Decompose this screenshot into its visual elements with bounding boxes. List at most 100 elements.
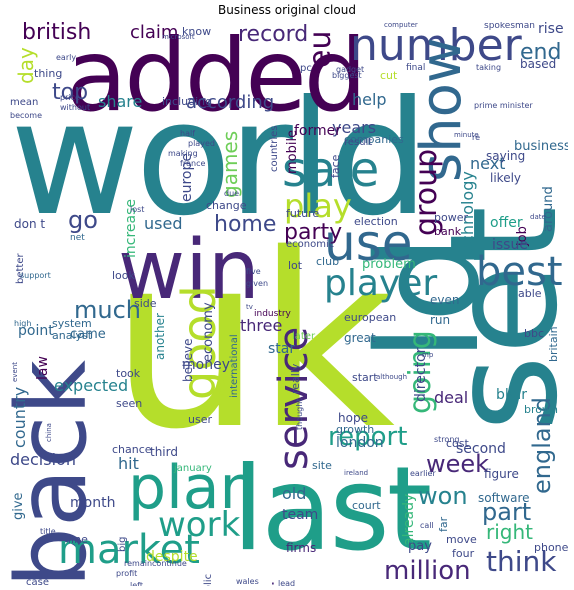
word: home	[214, 212, 277, 237]
word: earlier	[410, 469, 436, 478]
word: future	[286, 207, 320, 220]
word: software	[478, 491, 530, 505]
word: end	[520, 40, 562, 65]
word: biggest	[332, 71, 362, 80]
word: problem	[362, 257, 416, 272]
word: play	[284, 187, 352, 225]
word: bank	[434, 225, 462, 238]
word: claim	[130, 22, 179, 43]
word: expected	[54, 376, 129, 395]
word: help	[352, 90, 387, 109]
word: power	[434, 211, 468, 224]
word: mp	[422, 351, 434, 359]
word: microsoft	[162, 33, 195, 41]
word: pc	[300, 63, 312, 74]
word: player	[324, 263, 438, 304]
word: event	[11, 362, 19, 382]
word: world	[10, 67, 429, 251]
word: win	[118, 223, 260, 318]
word: old	[282, 484, 307, 503]
word: far	[437, 516, 450, 532]
word: second	[456, 441, 506, 457]
word: international	[229, 334, 240, 398]
word: share	[98, 92, 143, 111]
word: making	[168, 149, 198, 158]
word: industry	[254, 309, 291, 319]
word: added	[66, 22, 367, 134]
word: january	[174, 463, 212, 474]
word: phone	[534, 541, 568, 554]
word: bbc	[524, 327, 545, 340]
word: given	[246, 279, 269, 288]
word: really	[289, 363, 302, 394]
word: british	[22, 22, 92, 45]
word: firms	[286, 541, 317, 555]
word: third	[150, 445, 178, 459]
word: another	[153, 313, 167, 360]
word: user	[188, 413, 212, 426]
word: site	[312, 459, 332, 472]
word: market	[58, 527, 200, 573]
word: face	[329, 154, 342, 178]
word: deal	[434, 388, 469, 407]
word: analyst	[52, 329, 93, 342]
word: move	[446, 533, 477, 546]
word: gadget	[336, 65, 365, 74]
word: support	[20, 271, 51, 280]
word: used	[144, 214, 183, 233]
word: change	[206, 199, 247, 212]
word: blair	[496, 387, 528, 403]
word: able	[518, 287, 542, 300]
word: left	[130, 581, 143, 587]
word: due	[224, 189, 240, 198]
word: three	[240, 316, 283, 335]
word: five	[246, 267, 261, 276]
word: best	[476, 249, 563, 295]
word: even	[430, 293, 460, 307]
word: re	[472, 133, 481, 142]
word: spokesman	[484, 22, 536, 31]
word: top	[52, 80, 89, 105]
word: strong	[434, 435, 460, 444]
word: remaincontinue	[124, 559, 187, 568]
word: china	[45, 423, 53, 442]
word: mean	[10, 97, 39, 108]
word: much	[74, 296, 141, 324]
word: plan	[128, 453, 258, 523]
word: day	[14, 47, 38, 84]
word: brown	[524, 403, 558, 416]
word: number	[350, 22, 522, 71]
word: according	[186, 92, 275, 113]
word: sale	[282, 142, 380, 198]
word: club	[316, 255, 340, 268]
word: work	[158, 505, 241, 545]
word: early	[56, 53, 77, 62]
word: lost	[130, 205, 145, 214]
word: won	[418, 482, 468, 510]
word: date	[530, 213, 546, 221]
word: country	[10, 386, 29, 448]
word: party	[284, 220, 343, 245]
word: pay	[408, 539, 432, 554]
word: go	[68, 206, 98, 234]
word: without	[60, 103, 91, 112]
word: european	[344, 311, 397, 324]
word: case	[26, 577, 49, 587]
word: use	[324, 214, 413, 272]
word: france	[180, 159, 206, 168]
word: record	[238, 22, 309, 47]
word: tv	[246, 303, 253, 311]
word: run	[430, 313, 451, 327]
word: including	[162, 95, 213, 108]
word: years	[332, 118, 377, 137]
word: don t	[14, 217, 46, 231]
word: economy	[201, 302, 216, 362]
word: figure	[484, 467, 519, 481]
word: final	[406, 63, 426, 73]
word: later	[292, 331, 316, 342]
word: wales	[236, 577, 259, 586]
word: came	[70, 327, 106, 342]
word: played	[188, 139, 215, 148]
word: despite	[146, 549, 198, 565]
word: former	[294, 123, 342, 139]
